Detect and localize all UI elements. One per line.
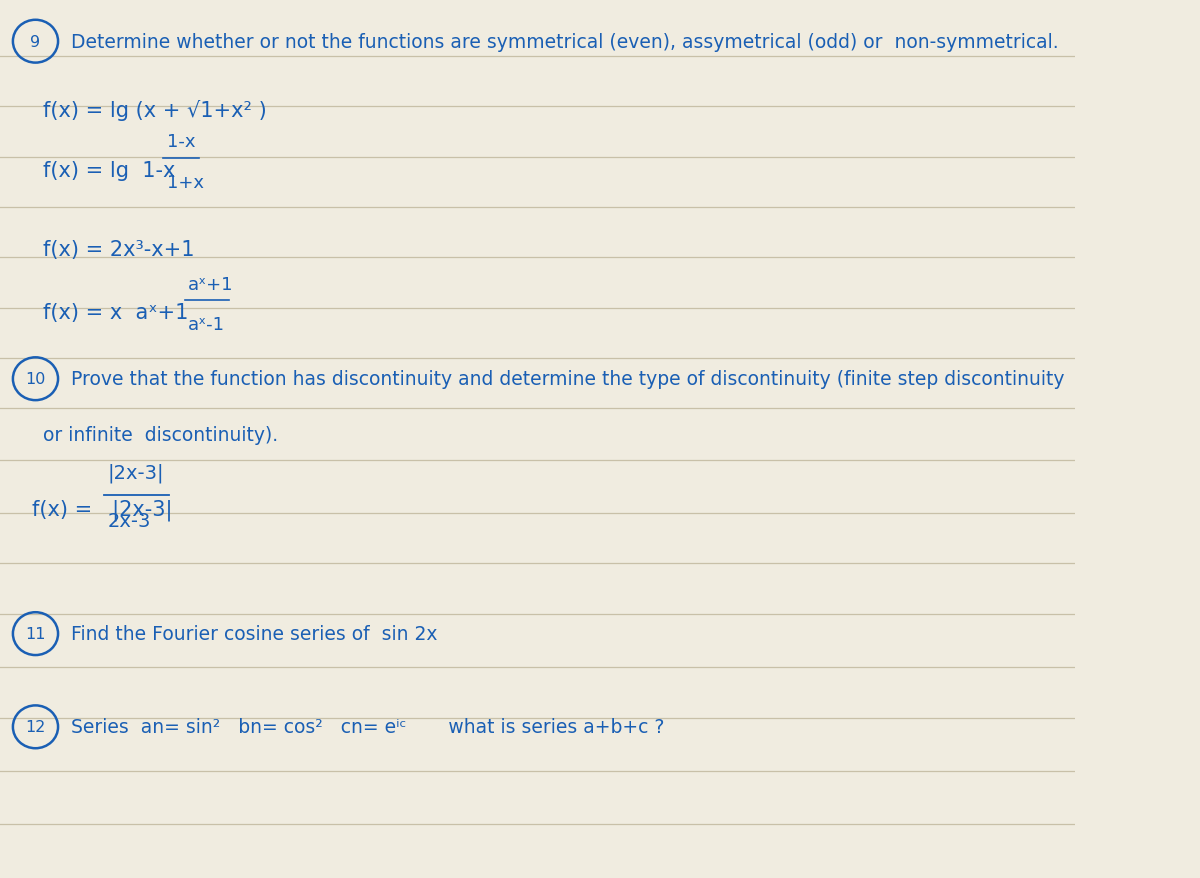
Text: f(x) = lg  1-x: f(x) = lg 1-x [43,161,175,180]
Text: f(x) = lg (x + √1+x² ): f(x) = lg (x + √1+x² ) [43,100,266,121]
Text: f(x) = 2x³-x+1: f(x) = 2x³-x+1 [43,240,194,259]
Text: aˣ+1: aˣ+1 [188,276,234,293]
Text: 12: 12 [25,719,46,735]
Text: 2x-3: 2x-3 [108,511,151,530]
Text: Prove that the function has discontinuity and determine the type of discontinuit: Prove that the function has discontinuit… [71,370,1064,389]
Text: Series  an= sin²   bn= cos²   cn= eⁱᶜ       what is series a+b+c ?: Series an= sin² bn= cos² cn= eⁱᶜ what is… [71,717,665,737]
Text: 1+x: 1+x [167,174,204,191]
Text: |2x-3|: |2x-3| [108,464,164,483]
Text: Find the Fourier cosine series of  sin 2x: Find the Fourier cosine series of sin 2x [71,624,438,644]
Text: or infinite  discontinuity).: or infinite discontinuity). [43,425,278,444]
Text: aˣ-1: aˣ-1 [188,316,226,334]
Text: 9: 9 [30,34,41,50]
Text: Determine whether or not the functions are symmetrical (even), assymetrical (odd: Determine whether or not the functions a… [71,32,1058,52]
Text: f(x) = x  aˣ+1: f(x) = x aˣ+1 [43,303,188,322]
Text: 1-x: 1-x [167,133,196,151]
Text: 10: 10 [25,371,46,387]
Text: f(x) =   |2x-3|: f(x) = |2x-3| [32,499,173,520]
Text: 11: 11 [25,626,46,642]
